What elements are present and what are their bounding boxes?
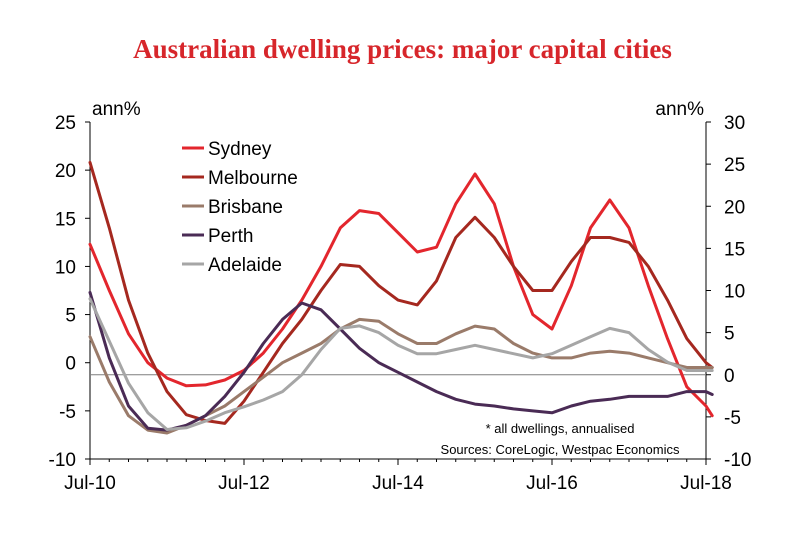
right-tick-label: 10 <box>724 282 745 303</box>
x-tick-label: Jul-12 <box>218 473 270 494</box>
left-tick-label: 0 <box>65 354 76 375</box>
series-line-perth <box>88 290 714 432</box>
right-tick-label: 25 <box>724 155 745 176</box>
right-tick-label: 5 <box>724 324 735 345</box>
x-tick-label: Jul-10 <box>64 473 116 494</box>
legend-label-brisbane: Brisbane <box>208 197 283 218</box>
series-line-brisbane <box>88 317 714 435</box>
series-line-melbourne <box>88 160 714 425</box>
chart-note: * all dwellings, annualised <box>486 421 635 436</box>
left-axis-unit: ann% <box>92 99 141 120</box>
series-line-sydney <box>88 172 714 418</box>
legend-label-perth: Perth <box>208 226 253 247</box>
left-tick-label: 25 <box>55 113 76 134</box>
series-line-adelaide <box>88 297 714 431</box>
x-tick-label: Jul-16 <box>526 473 578 494</box>
left-tick-label: 15 <box>55 209 76 230</box>
left-tick-label: 10 <box>55 257 76 278</box>
legend-label-adelaide: Adelaide <box>208 255 282 276</box>
right-tick-label: 20 <box>724 197 745 218</box>
left-tick-label: -10 <box>49 450 76 471</box>
right-axis-unit: ann% <box>655 99 704 120</box>
chart-source: Sources: CoreLogic, Westpac Economics <box>441 442 680 457</box>
left-tick-label: -5 <box>59 402 76 423</box>
legend-label-sydney: Sydney <box>208 139 272 160</box>
left-tick-label: 20 <box>55 161 76 182</box>
right-tick-label: 30 <box>724 113 745 134</box>
x-tick-label: Jul-14 <box>372 473 424 494</box>
left-tick-label: 5 <box>65 306 76 327</box>
legend-label-melbourne: Melbourne <box>208 168 298 189</box>
right-tick-label: 0 <box>724 366 735 387</box>
right-tick-label: -10 <box>724 450 751 471</box>
x-tick-label: Jul-18 <box>680 473 732 494</box>
right-tick-label: 15 <box>724 239 745 260</box>
right-tick-label: -5 <box>724 408 741 429</box>
chart-title: Australian dwelling prices: major capita… <box>133 34 672 64</box>
